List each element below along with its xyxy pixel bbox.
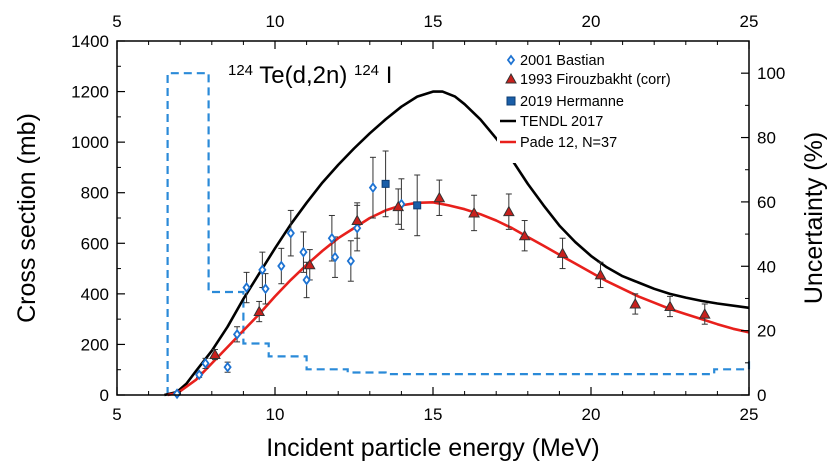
bastian-point	[201, 357, 210, 369]
legend-label-pade: Pade 12, N=37	[520, 135, 617, 151]
y2-tick-label: 40	[757, 257, 776, 276]
tendl-curve	[164, 90, 750, 397]
firouzbakht-point	[303, 258, 316, 270]
bastian-point	[368, 182, 378, 194]
legend-label-bastian: 2001 Bastian	[520, 53, 605, 69]
firouzbakht-point	[556, 247, 569, 258]
legend-item-pade: Pade 12, N=37	[500, 135, 617, 151]
x-tick-label: 5	[112, 405, 121, 424]
plot-frame	[116, 40, 750, 396]
firouzbakht-point	[502, 205, 515, 217]
y-tick-label: 0	[100, 386, 109, 405]
x-top-tick-label: 5	[112, 12, 121, 31]
bastian-point	[261, 283, 270, 295]
legend-item-bastian: 2001 Bastian	[506, 53, 605, 69]
bastian-point	[299, 246, 308, 258]
legend: 2001 Bastian 1993 Firouzbakht (corr) 201…	[497, 45, 671, 163]
y-tick-label: 1400	[71, 32, 109, 51]
title-mass-number-2: 124	[354, 62, 379, 79]
y-tick-label: 800	[81, 184, 109, 203]
legend-item-hermanne: 2019 Hermanne	[506, 94, 624, 110]
y-tick-label: 1000	[71, 133, 109, 152]
x-tick-label: 20	[582, 405, 601, 424]
x-top-tick-label: 15	[424, 12, 443, 31]
y-tick-label: 400	[81, 285, 109, 304]
bastian-point	[346, 255, 355, 267]
bastian-point	[277, 260, 286, 272]
uncertainty-step-curve	[166, 72, 751, 395]
x-tick-label: 25	[740, 405, 759, 424]
y2-axis-title: Uncertainty (%)	[800, 132, 828, 304]
legend-marker-square	[506, 96, 516, 106]
y2-tick-label: 0	[757, 386, 766, 405]
firouzbakht-point	[629, 297, 642, 309]
legend-label-firouzbakht: 1993 Firouzbakht (corr)	[520, 72, 671, 88]
firouzbakht-point	[433, 191, 446, 203]
y-axis-title: Cross section (mb)	[13, 113, 41, 323]
y-tick-label: 200	[81, 335, 109, 354]
x-axis-title: Incident particle energy (MeV)	[266, 434, 599, 462]
chart-title: 124 Te(d,2n) 124 I	[228, 62, 392, 90]
bastian-point	[353, 222, 362, 234]
firouzbakht-point	[253, 305, 266, 317]
firouzbakht-point	[351, 214, 364, 226]
x-top-tick-label: 10	[266, 12, 285, 31]
legend-marker-diamond	[506, 54, 516, 66]
firouzbakht-point	[468, 206, 480, 218]
y2-tick-label: 60	[757, 193, 776, 212]
pade-fit-curve	[167, 201, 750, 397]
hermanne-point	[381, 179, 390, 188]
bastian-point	[286, 227, 295, 239]
firouzbakht-point	[698, 308, 711, 319]
firouzbakht-point	[518, 229, 531, 241]
hermanne-point	[413, 201, 422, 210]
firouzbakht-point	[664, 300, 676, 311]
y2-tick-label: 100	[757, 64, 785, 83]
y2-tick-label: 80	[757, 129, 776, 148]
legend-item-tendl: TENDL 2017	[500, 114, 603, 130]
x-top-tick-label: 25	[740, 12, 759, 31]
y-tick-label: 1200	[71, 83, 109, 102]
title-reaction: Te(d,2n)	[259, 62, 347, 89]
title-mass-number-1: 124	[228, 62, 253, 79]
bastian-point	[258, 264, 267, 276]
bastian-point	[232, 328, 242, 340]
legend-label-hermanne: 2019 Hermanne	[520, 94, 624, 110]
bastian-point	[195, 369, 204, 381]
bastian-point	[330, 251, 340, 263]
legend-item-firouzbakht: 1993 Firouzbakht (corr)	[505, 72, 671, 88]
title-product: I	[386, 62, 393, 89]
bastian-point	[327, 232, 337, 244]
firouzbakht-point	[209, 348, 221, 360]
bastian-point	[302, 274, 311, 286]
x-top-tick-label: 20	[582, 12, 601, 31]
bastian-point	[242, 282, 251, 294]
firouzbakht-point	[594, 268, 607, 280]
x-tick-label: 10	[266, 405, 285, 424]
firouzbakht-point	[392, 200, 405, 212]
bastian-point	[223, 361, 232, 373]
y-tick-label: 600	[81, 234, 109, 253]
x-tick-label: 15	[424, 405, 443, 424]
legend-label-tendl: TENDL 2017	[520, 114, 603, 130]
legend-marker-triangle	[505, 72, 517, 84]
y2-tick-label: 20	[757, 322, 776, 341]
